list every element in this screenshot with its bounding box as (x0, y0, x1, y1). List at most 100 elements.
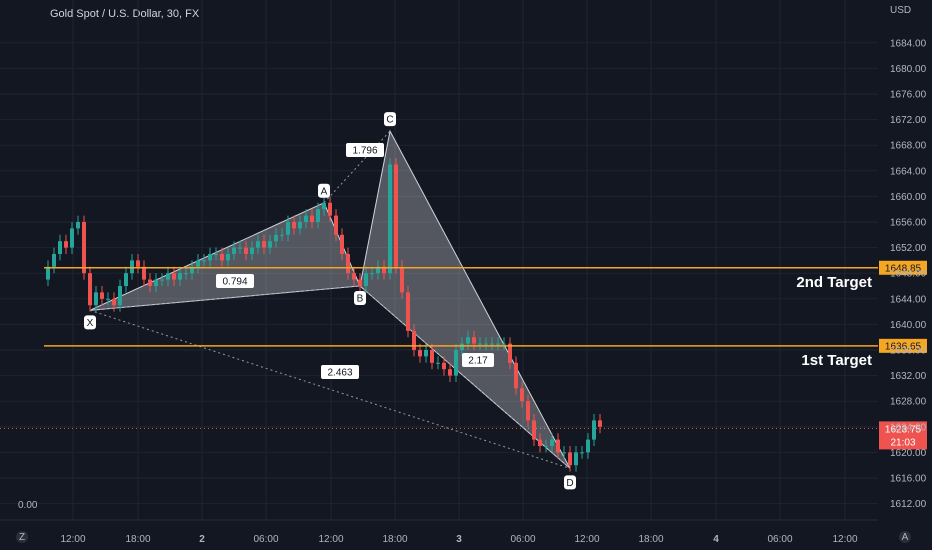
ratio-label: 2.463 (327, 368, 352, 379)
candle-body (70, 228, 74, 248)
price-tick-label: 1660.00 (890, 192, 927, 203)
candle-body (550, 439, 554, 446)
candle-body (292, 222, 296, 229)
candle-body (514, 362, 518, 389)
price-tick-label: 1648.00 (890, 269, 927, 280)
candle-body (466, 337, 470, 344)
candle-body (214, 254, 218, 255)
candle-body (394, 164, 398, 267)
candle-body (286, 222, 290, 235)
candle-body (82, 222, 86, 274)
candle-body (232, 247, 236, 254)
candle-body (148, 279, 152, 286)
candle-body (100, 292, 104, 299)
candle-body (46, 266, 50, 280)
candle-body (256, 241, 260, 248)
candle-body (574, 452, 578, 466)
point-label-box (354, 291, 366, 305)
point-label: A (321, 186, 328, 197)
candle-body (388, 164, 392, 274)
candle-body (202, 260, 206, 262)
candle-body (448, 369, 452, 376)
price-tick-label: 1616.00 (890, 474, 927, 485)
candle-body (310, 215, 314, 222)
ratio-label: 1.796 (352, 146, 377, 157)
candle-body (478, 343, 482, 345)
candle-body (472, 337, 476, 344)
candle-body (250, 247, 254, 254)
point-label: X (87, 318, 94, 329)
candle-body (592, 420, 596, 440)
candle-body (190, 266, 194, 274)
candle-body (88, 273, 92, 306)
time-tick-label: 4 (713, 534, 719, 545)
candle-body (328, 202, 332, 216)
zoom-icon-label: Z (19, 532, 25, 543)
ratio-line-xb (89, 285, 361, 311)
point-label: D (566, 478, 573, 489)
time-tick-label: 18:00 (382, 534, 407, 545)
price-tick-label: 1652.00 (890, 243, 927, 254)
candle-body (76, 222, 80, 229)
price-tick-label: 1640.00 (890, 320, 927, 331)
candle-body (136, 260, 140, 267)
candle-body (274, 234, 278, 242)
candle-body (358, 279, 362, 286)
candle-body (262, 241, 266, 248)
candle-body (142, 266, 146, 280)
price-tick-label: 1664.00 (890, 166, 927, 177)
time-tick-label: 06:00 (767, 534, 792, 545)
candle-body (544, 446, 548, 447)
time-tick-label: 12:00 (60, 534, 85, 545)
candle-body (568, 452, 572, 466)
ratio-label: 0.794 (222, 277, 247, 288)
time-tick-label: 3 (456, 534, 462, 545)
candle-body (208, 254, 212, 261)
candle-body (184, 273, 188, 275)
volume-zero-label: 0.00 (18, 500, 38, 511)
candle-body (226, 254, 230, 261)
candle-body (586, 439, 590, 453)
candle-body (304, 215, 308, 222)
candle-body (508, 343, 512, 363)
candle-body (526, 401, 530, 421)
harmonic-pattern (89, 129, 571, 469)
time-tick-label: 06:00 (510, 534, 535, 545)
level-name: 2nd Target (796, 274, 872, 291)
candle-body (196, 260, 200, 267)
candle-body (400, 266, 404, 293)
candle-body (430, 350, 434, 363)
ratio-label-box (346, 143, 384, 157)
candle-body (490, 343, 494, 345)
price-tick-label: 1628.00 (890, 397, 927, 408)
candle-body (244, 247, 248, 254)
point-label: C (386, 115, 393, 126)
candle-body (316, 209, 320, 222)
candle-body (322, 202, 326, 210)
point-label-box (564, 475, 576, 490)
auto-scale-icon (899, 531, 911, 543)
candle-body (562, 452, 566, 454)
countdown-text: 21:03 (890, 437, 915, 448)
candle-body (172, 273, 176, 280)
candle-body (376, 266, 380, 274)
level-price-text: 1648.85 (885, 263, 922, 274)
ratio-line-xd (89, 309, 571, 469)
candle-body (538, 439, 542, 446)
candle-body (502, 343, 506, 345)
zoom-icon (16, 531, 28, 543)
chart-title: Gold Spot / U.S. Dollar, 30, FX (50, 8, 200, 20)
candle-body (484, 343, 488, 345)
candle-body (166, 273, 170, 280)
candle-body (160, 279, 164, 281)
candle-body (130, 260, 134, 274)
candle-body (94, 292, 98, 306)
candle-body (520, 388, 524, 402)
candle-body (52, 254, 56, 267)
point-label: B (357, 294, 364, 305)
current-price-text: 1623.75 (885, 424, 922, 435)
ratio-label-box (216, 274, 254, 288)
candle-body (418, 350, 422, 357)
candle-body (424, 350, 428, 357)
